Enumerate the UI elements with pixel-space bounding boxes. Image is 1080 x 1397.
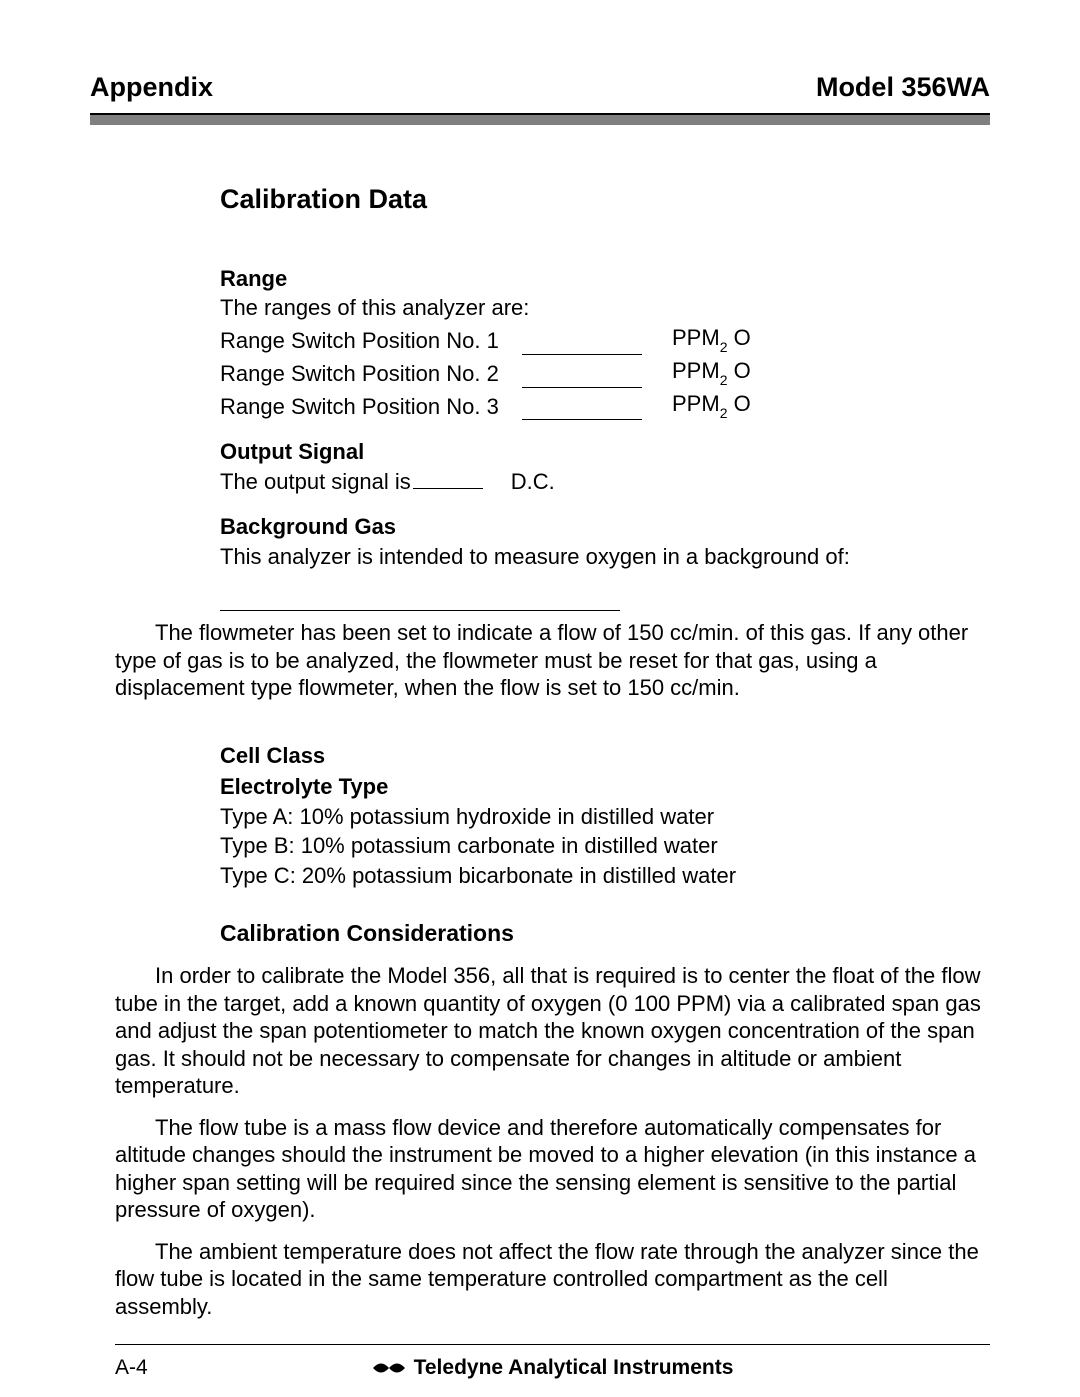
footer-company: Teledyne Analytical Instruments [255, 1355, 850, 1381]
footer-company-text: Teledyne Analytical Instruments [414, 1355, 734, 1381]
unit-suffix: O [727, 325, 750, 350]
blank-field[interactable] [413, 470, 483, 489]
unit-suffix: O [727, 391, 750, 416]
blank-field[interactable] [522, 401, 642, 420]
unit-prefix: PPM [672, 358, 720, 383]
considerations-heading: Calibration Considerations [220, 919, 990, 948]
unit-prefix: PPM [672, 325, 720, 350]
output-text-before: The output signal is [220, 469, 411, 494]
range-unit: PPM2 O [672, 390, 751, 421]
electrolyte-type-c: Type C: 20% potassium bicarbonate in dis… [220, 862, 990, 890]
cell-heading: Cell Class [220, 742, 990, 770]
unit-sub: 2 [720, 372, 728, 388]
blank-field[interactable] [522, 336, 642, 355]
background-intro: This analyzer is intended to measure oxy… [220, 543, 990, 571]
considerations-para-3: The ambient temperature does not affect … [115, 1238, 990, 1321]
footer-row: A-4 Teledyne Analytical Instruments [115, 1355, 990, 1381]
title-block: Calibration Data Range The ranges of thi… [115, 183, 990, 611]
considerations-para-2: The flow tube is a mass flow device and … [115, 1114, 990, 1224]
electrolyte-heading: Electrolyte Type [220, 773, 990, 801]
output-text-after: D.C. [511, 469, 555, 494]
content: Calibration Data Range The ranges of thi… [90, 183, 990, 1381]
cell-block: Cell Class Electrolyte Type Type A: 10% … [115, 742, 990, 948]
page-title: Calibration Data [220, 183, 990, 217]
output-row: The output signal is D.C. [220, 468, 990, 496]
range-row-3: Range Switch Position No. 3 PPM2 O [220, 390, 990, 421]
footer: A-4 Teledyne Analytical Instruments [115, 1344, 990, 1381]
output-heading: Output Signal [220, 438, 990, 466]
range-label: Range Switch Position No. 1 [220, 327, 510, 355]
electrolyte-type-a: Type A: 10% potassium hydroxide in disti… [220, 803, 990, 831]
page: Appendix Model 356WA Calibration Data Ra… [0, 0, 1080, 1397]
range-unit: PPM2 O [672, 324, 751, 355]
unit-sub: 2 [720, 405, 728, 421]
range-label: Range Switch Position No. 2 [220, 360, 510, 388]
electrolyte-type-b: Type B: 10% potassium carbonate in disti… [220, 832, 990, 860]
range-unit: PPM2 O [672, 357, 751, 388]
header-rule [90, 113, 990, 125]
unit-sub: 2 [720, 339, 728, 355]
background-heading: Background Gas [220, 513, 990, 541]
unit-prefix: PPM [672, 391, 720, 416]
range-intro: The ranges of this analyzer are: [220, 294, 990, 322]
range-heading: Range [220, 265, 990, 293]
header-right: Model 356WA [816, 72, 990, 103]
range-row-1: Range Switch Position No. 1 PPM2 O [220, 324, 990, 355]
range-row-2: Range Switch Position No. 2 PPM2 O [220, 357, 990, 388]
blank-field[interactable] [220, 588, 620, 611]
blank-field[interactable] [522, 369, 642, 388]
range-label: Range Switch Position No. 3 [220, 393, 510, 421]
teledyne-logo-icon [372, 1359, 406, 1377]
page-number: A-4 [115, 1355, 255, 1381]
considerations-para-1: In order to calibrate the Model 356, all… [115, 962, 990, 1100]
flow-paragraph: The flowmeter has been set to indicate a… [115, 619, 990, 702]
header-left: Appendix [90, 72, 213, 103]
unit-suffix: O [727, 358, 750, 383]
page-header: Appendix Model 356WA [90, 72, 990, 103]
